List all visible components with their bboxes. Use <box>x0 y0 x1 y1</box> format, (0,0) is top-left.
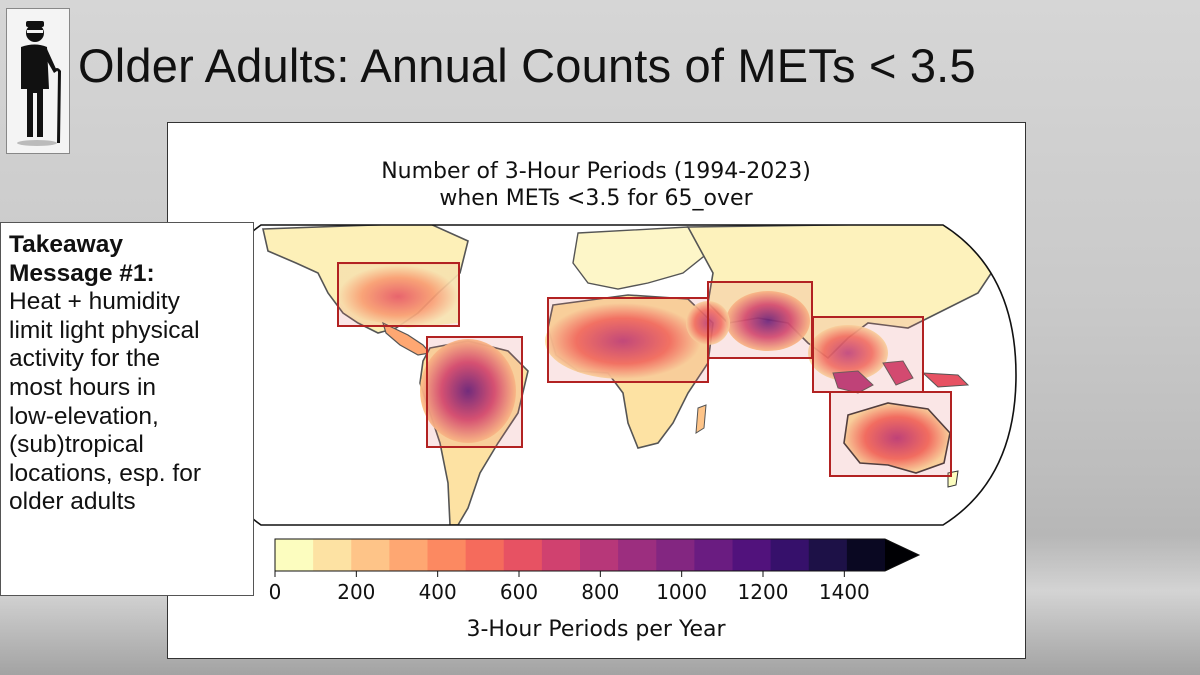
colorbar-tick-label: 200 <box>337 580 375 604</box>
figure-panel: Number of 3-Hour Periods (1994-2023) whe… <box>167 122 1026 659</box>
region-box-south-asia <box>707 281 813 359</box>
colorbar-segment <box>770 539 810 571</box>
takeaway-line: most hours in <box>9 373 157 401</box>
region-box-australia <box>829 391 952 477</box>
takeaway-line: Heat + humidity <box>9 288 180 316</box>
colorbar-segment <box>275 539 314 571</box>
colorbar-segment <box>313 539 352 571</box>
colorbar-segment <box>732 539 772 571</box>
takeaway-line: older adults <box>9 488 136 516</box>
heatmap-figure: Number of 3-Hour Periods (1994-2023) whe… <box>195 159 1017 642</box>
colorbar-tick-label: 1200 <box>738 580 789 604</box>
takeaway-heading-line2: Message #1: <box>9 259 155 287</box>
colorbar-tick-label: 1000 <box>656 580 707 604</box>
elderly-person-with-cane-icon <box>6 8 70 154</box>
colorbar-tick-label: 1400 <box>819 580 870 604</box>
takeaway-line: low-elevation, <box>9 402 159 430</box>
region-box-southeast-asia <box>812 316 924 393</box>
takeaway-line: limit light physical <box>9 316 200 344</box>
colorbar-segment <box>465 539 505 571</box>
chart-title-line2: when METs <3.5 for 65_over <box>439 186 753 211</box>
slide-title: Older Adults: Annual Counts of METs < 3.… <box>78 39 976 92</box>
colorbar-tick-label: 400 <box>419 580 457 604</box>
takeaway-heading-line1: Takeaway <box>9 231 123 258</box>
colorbar-tick-label: 800 <box>581 580 619 604</box>
region-box-africa <box>547 297 709 383</box>
colorbar-segment <box>580 539 619 571</box>
colorbar-outline <box>274 538 921 572</box>
colorbar-segment <box>656 539 695 571</box>
colorbar-extend-arrow <box>885 539 919 571</box>
colorbar-segment <box>846 539 886 571</box>
highlight-regions <box>337 262 952 477</box>
colorbar-tick-label: 600 <box>500 580 538 604</box>
colorbar-tick-label: 0 <box>269 580 282 604</box>
takeaway-box: Takeaway Message #1: Heat + humidity lim… <box>0 222 254 596</box>
region-box-north-america <box>337 262 460 327</box>
colorbar-segment <box>618 539 657 571</box>
chart-title-line1: Number of 3-Hour Periods (1994-2023) <box>381 159 811 184</box>
colorbar-segment <box>808 539 848 571</box>
takeaway-line: (sub)tropical <box>9 431 144 459</box>
region-box-south-america <box>426 336 523 448</box>
world-map <box>196 225 1016 525</box>
colorbar-segment <box>541 539 581 571</box>
colorbar-segment <box>694 539 734 571</box>
colorbar-label: 3-Hour Periods per Year <box>466 617 726 642</box>
takeaway-line: activity for the <box>9 345 161 373</box>
takeaway-line: locations, esp. for <box>9 459 202 487</box>
colorbar-segment <box>503 539 543 571</box>
colorbar: 0 200 400 600 800 1000 1200 1400 <box>269 538 921 604</box>
colorbar-segment <box>389 539 429 571</box>
colorbar-segment <box>351 539 390 571</box>
colorbar-segment <box>427 539 467 571</box>
